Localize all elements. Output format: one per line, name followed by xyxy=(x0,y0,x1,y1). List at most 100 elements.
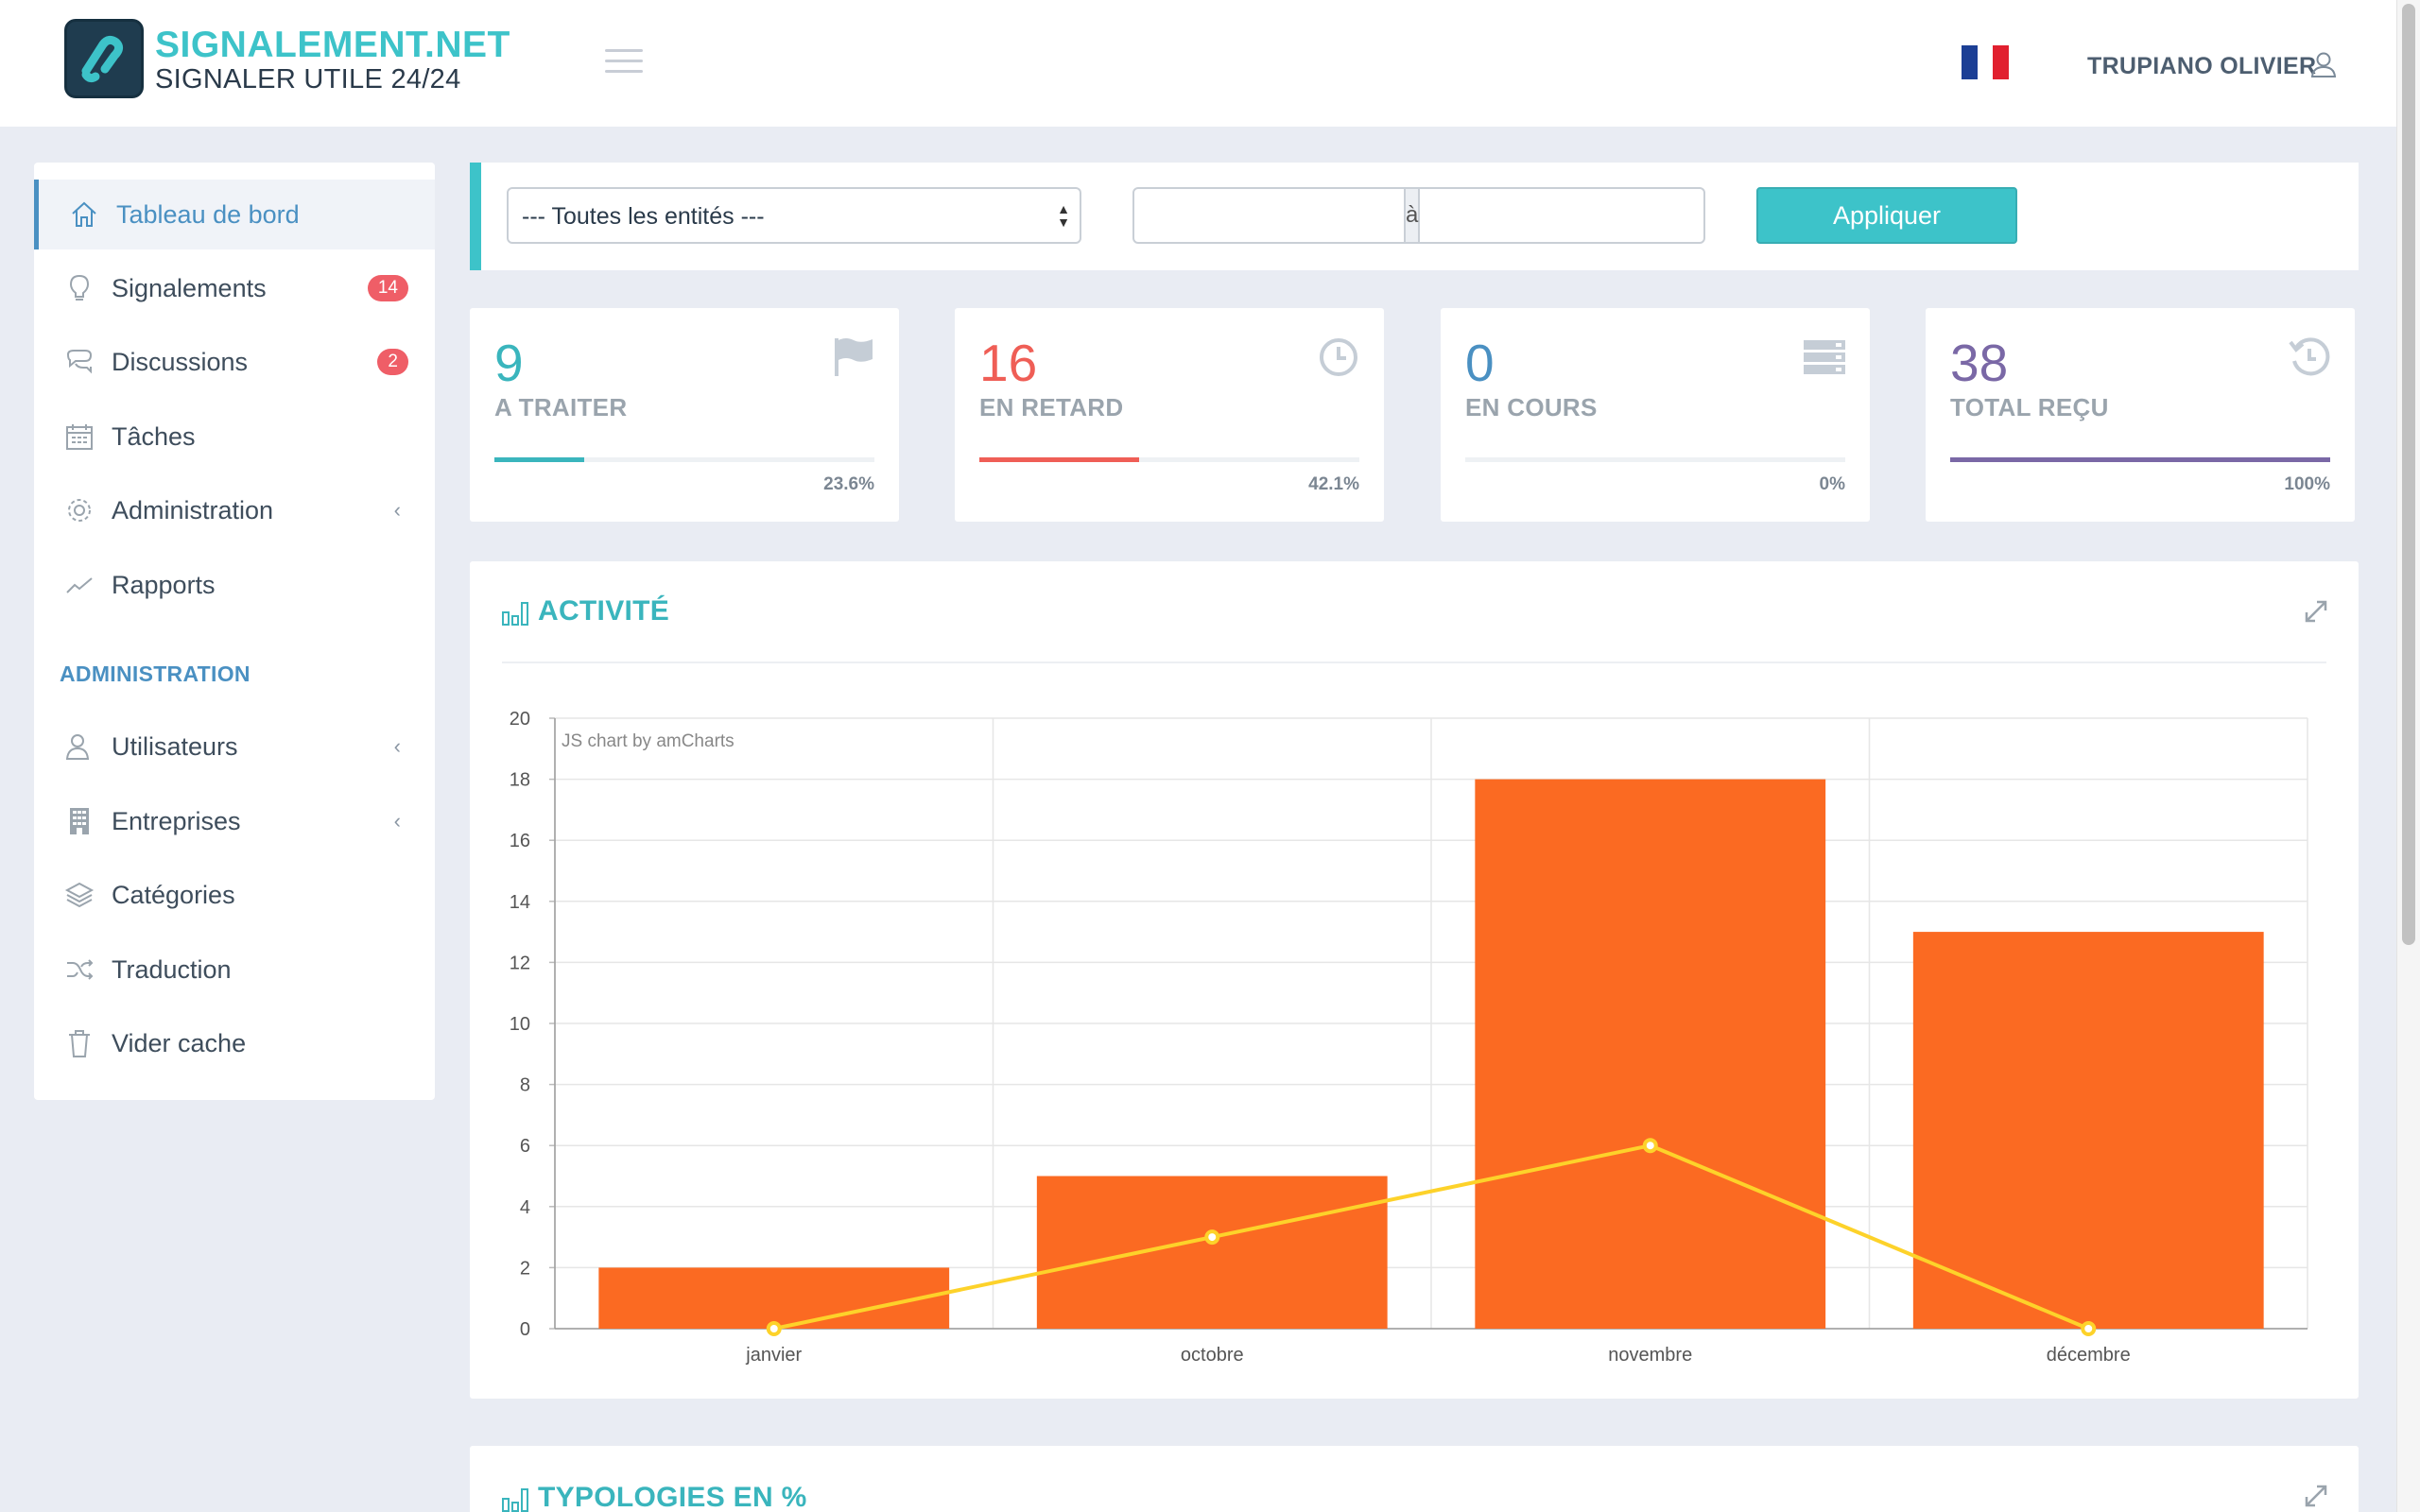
sidebar-item-dashboard[interactable]: Tableau de bord xyxy=(34,180,435,249)
x-tick-label: janvier xyxy=(745,1345,802,1366)
select-arrows-icon: ▲ ▼ xyxy=(1057,201,1070,230)
layers-icon xyxy=(62,878,96,912)
typologies-title: TYPOLOGIES EN % xyxy=(538,1482,807,1512)
home-icon xyxy=(67,198,101,232)
stat-progress-fill xyxy=(494,457,584,462)
lightbulb-icon xyxy=(62,271,96,305)
stat-progress-track xyxy=(979,457,1359,462)
y-tick-label: 2 xyxy=(520,1258,530,1279)
user-name[interactable]: TRUPIANO OLIVIER xyxy=(2087,53,2317,79)
y-tick-label: 8 xyxy=(520,1075,530,1096)
stat-percent: 100% xyxy=(2284,474,2330,494)
bar-chart-icon xyxy=(502,1487,528,1512)
flag-icon xyxy=(831,335,876,380)
chart-credit[interactable]: JS chart by amCharts xyxy=(562,731,735,751)
bar-chart-icon xyxy=(502,601,528,626)
stat-progress-fill xyxy=(979,457,1140,462)
sidebar-item-categories[interactable]: Catégories xyxy=(34,860,435,930)
chart-point xyxy=(766,1321,782,1336)
stat-value: 38 xyxy=(1950,334,2009,392)
y-tick-label: 12 xyxy=(510,953,530,973)
stat-card-a-traiter: 9 A TRAITER 23.6% xyxy=(470,308,899,522)
stat-label: EN RETARD xyxy=(979,393,1124,421)
signalements-count-badge: 14 xyxy=(367,275,408,301)
expand-icon[interactable] xyxy=(2304,599,2328,624)
sidebar-item-label: Signalements xyxy=(112,273,267,302)
activity-title: ACTIVITÉ xyxy=(538,595,670,627)
activity-chart: 0 2 4 6 8 10 12 14 16 18 20 janvier octobre novembre d… xyxy=(510,709,2308,1366)
stat-card-en-cours: 0 EN COURS 0% xyxy=(1441,308,1870,522)
stat-progress-fill xyxy=(1950,457,2330,462)
chat-icon xyxy=(62,345,96,379)
sidebar-item-label: Discussions xyxy=(112,347,249,376)
chart-point xyxy=(2081,1321,2097,1336)
date-to-input[interactable] xyxy=(1420,189,1737,242)
panel-divider xyxy=(502,662,2326,663)
entity-select[interactable]: --- Toutes les entités --- ▲ ▼ xyxy=(507,187,1081,244)
sidebar-item-rapports[interactable]: Rapports xyxy=(34,550,435,620)
stat-card-total-recu: 38 TOTAL REÇU 100% xyxy=(1926,308,2355,522)
scroll-thumb[interactable] xyxy=(2402,4,2415,945)
y-tick-label: 4 xyxy=(520,1197,530,1218)
sidebar-item-administration[interactable]: Administration ‹ xyxy=(34,475,435,545)
apply-button[interactable]: Appliquer xyxy=(1756,187,2017,244)
stat-value: 16 xyxy=(979,334,1038,392)
x-tick-label: novembre xyxy=(1608,1345,1692,1366)
stat-progress-track xyxy=(494,457,874,462)
stat-label: A TRAITER xyxy=(494,393,628,421)
users-icon xyxy=(62,730,96,764)
server-icon xyxy=(1802,335,1847,380)
activity-panel: ACTIVITÉ 0 2 4 6 8 10 12 14 16 18 20 janvier octobre… xyxy=(470,561,2359,1399)
sidebar-item-label: Administration xyxy=(112,495,274,524)
logo[interactable]: SIGNALEMENT.NET SIGNALER UTILE 24/24 xyxy=(64,19,510,100)
gear-icon xyxy=(62,493,96,527)
stat-percent: 23.6% xyxy=(823,474,874,494)
y-tick-label: 6 xyxy=(520,1136,530,1157)
admin-section-title: ADMINISTRATION xyxy=(60,662,251,686)
chart-bar xyxy=(1475,779,1826,1329)
chart-line xyxy=(773,1143,2090,1331)
date-from-input[interactable] xyxy=(1134,189,1404,242)
sidebar-item-traduction[interactable]: Traduction xyxy=(34,935,435,1005)
sidebar-item-taches[interactable]: Tâches xyxy=(34,402,435,472)
y-tick-label: 20 xyxy=(510,709,530,730)
chevron-left-icon: ‹ xyxy=(393,734,401,758)
stat-progress-track xyxy=(1950,457,2330,462)
chart-bar xyxy=(598,1267,950,1329)
france-flag-icon[interactable] xyxy=(1962,45,2010,79)
chart-point xyxy=(1204,1229,1220,1246)
filter-bar: --- Toutes les entités --- ▲ ▼ à Applique… xyxy=(470,163,2359,270)
expand-icon[interactable] xyxy=(2304,1484,2328,1508)
entity-select-value: --- Toutes les entités --- xyxy=(522,203,765,230)
sidebar-item-label: Tableau de bord xyxy=(116,199,300,229)
page-scrollbar[interactable] xyxy=(2396,0,2420,1512)
user-icon[interactable] xyxy=(2310,51,2337,77)
sidebar: Tableau de bord Signalements 14 Discussi… xyxy=(34,163,435,1100)
sidebar-item-signalements[interactable]: Signalements 14 xyxy=(34,253,435,323)
sidebar-item-label: Tâches xyxy=(112,421,196,451)
top-header: SIGNALEMENT.NET SIGNALER UTILE 24/24 TRU… xyxy=(0,0,2396,127)
logo-subtitle: SIGNALER UTILE 24/24 xyxy=(155,64,461,94)
stat-label: EN COURS xyxy=(1465,393,1598,421)
trend-icon xyxy=(62,568,96,602)
stat-percent: 42.1% xyxy=(1308,474,1359,494)
menu-toggle-icon[interactable] xyxy=(605,49,643,77)
y-tick-label: 0 xyxy=(520,1319,530,1340)
logo-mark-icon xyxy=(64,19,144,98)
shuffle-icon xyxy=(62,953,96,987)
trash-icon xyxy=(62,1026,96,1060)
chevron-left-icon: ‹ xyxy=(393,809,401,833)
calendar-icon xyxy=(62,420,96,454)
sidebar-item-label: Entreprises xyxy=(112,806,241,835)
x-tick-label: octobre xyxy=(1181,1345,1244,1366)
stat-value: 0 xyxy=(1465,334,1495,392)
sidebar-item-utilisateurs[interactable]: Utilisateurs ‹ xyxy=(34,712,435,782)
sidebar-item-label: Utilisateurs xyxy=(112,731,238,761)
sidebar-item-label: Traduction xyxy=(112,954,232,984)
sidebar-item-entreprises[interactable]: Entreprises ‹ xyxy=(34,786,435,856)
stat-percent: 0% xyxy=(1819,474,1845,494)
logo-title: SIGNALEMENT.NET xyxy=(155,25,510,65)
sidebar-item-discussions[interactable]: Discussions 2 xyxy=(34,327,435,397)
building-icon xyxy=(62,804,96,838)
sidebar-item-vider-cache[interactable]: Vider cache xyxy=(34,1008,435,1078)
